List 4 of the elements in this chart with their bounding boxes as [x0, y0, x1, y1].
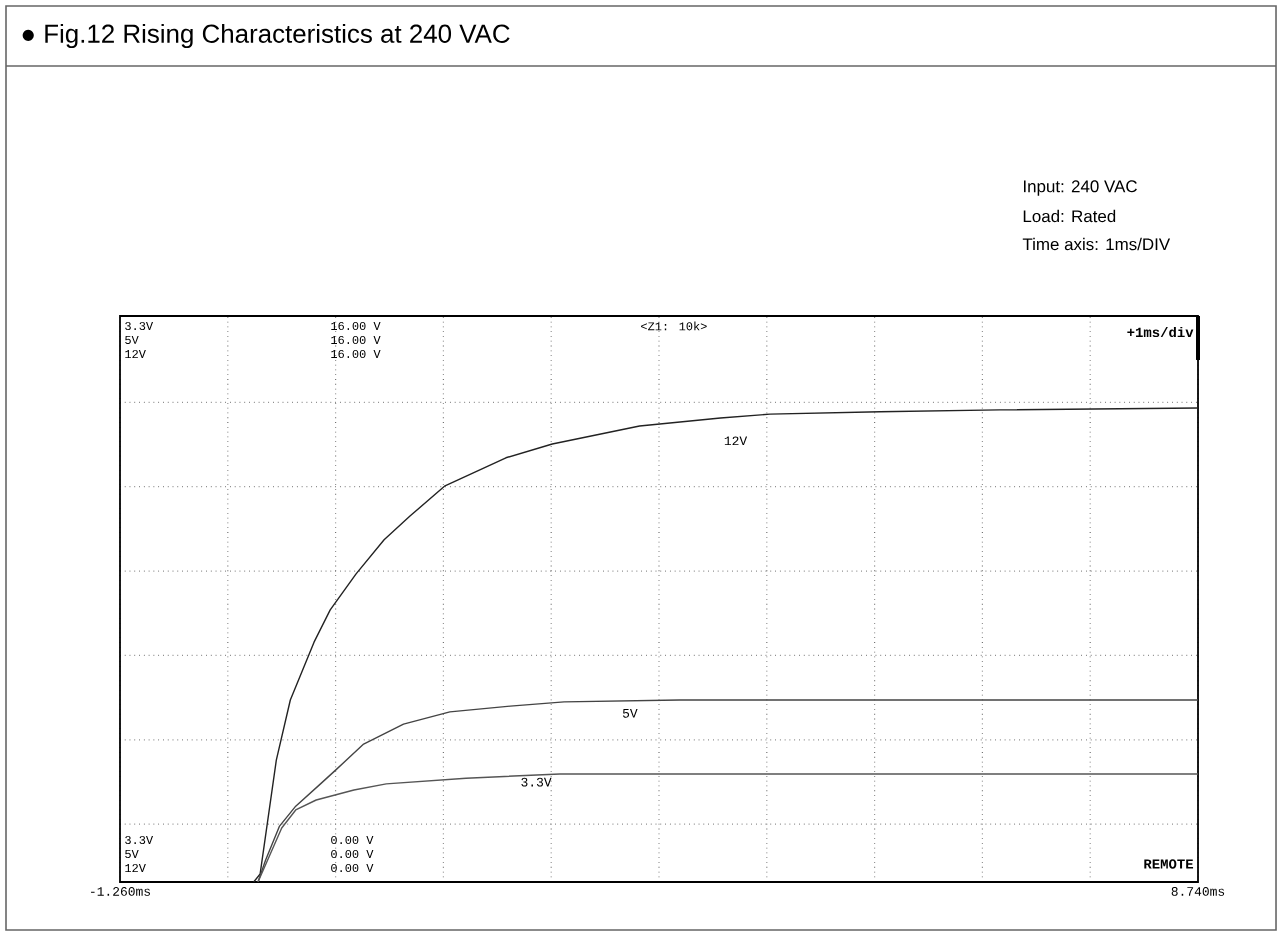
text: Input: 240 VAC — [1023, 180, 1137, 196]
text: Load: Rated — [1023, 209, 1116, 223]
chart-title: ● Fig.12 Rising Characteristics at 240 VAC — [22, 23, 510, 49]
text: Time axis: 1ms/DIV — [1022, 237, 1171, 251]
